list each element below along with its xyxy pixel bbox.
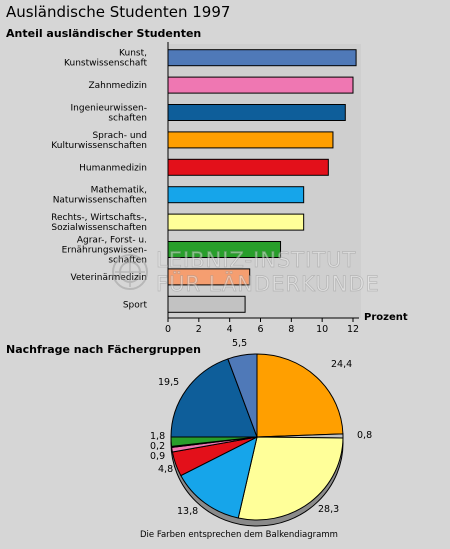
x-tick-label: 8 [288,324,294,335]
pie-slice [256,353,344,438]
pie-slice [237,436,344,521]
category-label: Mathematik, Naturwissenschaften [53,186,147,206]
slice-label: 0,2 [150,441,165,452]
watermark-line-2: FÜR LÄNDERKUNDE [156,272,380,297]
category-label: Humanmedizin [79,163,147,173]
x-tick-label: 12 [347,324,359,335]
x-tick-label: 4 [227,324,233,335]
pie-slice [227,353,258,438]
x-tick-label: 6 [257,324,263,335]
category-label: Sprach- und Kulturwissenschaften [51,131,147,151]
slice-label: 5,5 [232,338,247,349]
category-label: Kunst, Kunstwissenschaft [64,49,147,69]
footnote: Die Farben entsprechen dem Balkendiagram… [140,530,338,540]
slice-label: 19,5 [158,377,179,388]
chart-title: Ausländische Studenten 1997 [6,3,231,21]
category-label: Rechts-, Wirtschafts-, Sozialwissenschaft… [51,213,147,233]
bar-chart: 0 2 4 6 8 10 12 Kunst, Kunstwissenschaft Zahnmedi… [51,42,408,335]
pie-slice [170,358,258,438]
slice-label: 13,8 [177,506,198,517]
slice-label: 24,4 [331,359,352,370]
category-label: Agrar-, Forst- u. Ernährungswissen-schaft… [62,236,147,266]
slice-label: 4,8 [158,464,173,475]
slice-label: 28,3 [318,504,339,515]
watermark-line-1: LEIBNIZ-INSTITUT [156,248,357,273]
institute-logo-icon [112,254,148,290]
category-label: Zahnmedizin [88,81,147,91]
pie-chart-title: Nachfrage nach Fächergruppen [6,343,201,356]
category-label: Ingenieurwissen-schaften [71,104,147,124]
pie-slice [180,436,258,519]
category-label: Veterinärmedizin [71,273,147,283]
slice-label: 0,9 [150,451,165,462]
slice-label: 1,8 [150,431,165,442]
x-axis-label: Prozent [364,312,408,323]
bar-chart-title: Anteil ausländischer Studenten [6,27,202,40]
x-tick-label: 0 [165,324,171,335]
slice-label: 0,8 [357,430,372,441]
x-tick-label: 2 [196,324,202,335]
category-label: Sport [123,300,148,310]
x-tick-label: 10 [316,324,328,335]
